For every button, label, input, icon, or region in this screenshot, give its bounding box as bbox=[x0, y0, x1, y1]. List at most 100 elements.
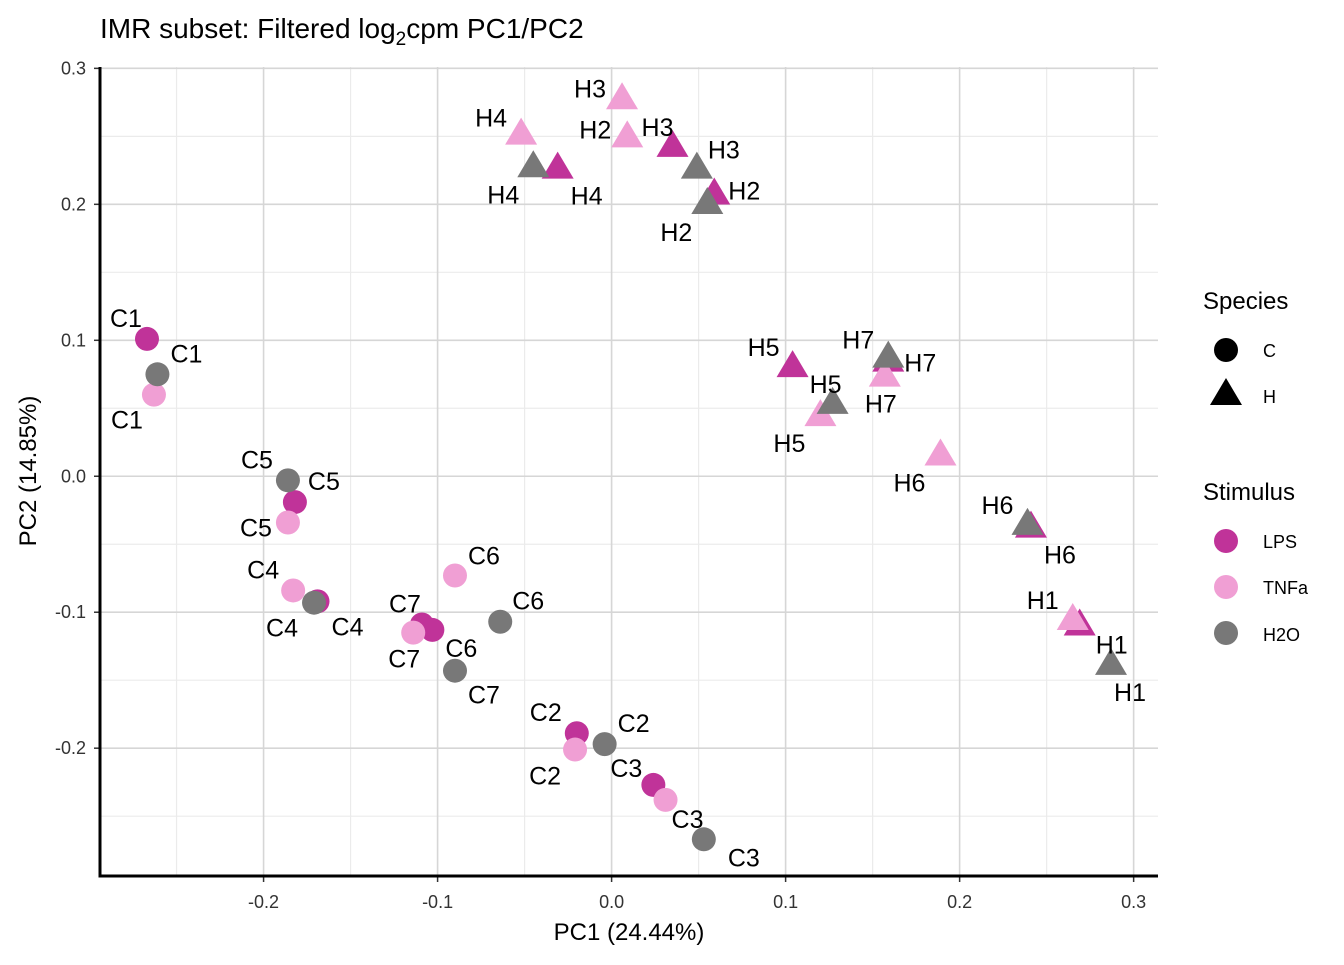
point-c4-h2o bbox=[302, 590, 327, 615]
point-label: C1 bbox=[111, 407, 143, 435]
point-h1-tnfa bbox=[1056, 603, 1089, 631]
point-label: H6 bbox=[1044, 542, 1076, 570]
point-label: C2 bbox=[529, 763, 561, 791]
point-label: C1 bbox=[110, 305, 142, 333]
point-h7-tnfa bbox=[868, 359, 901, 387]
point-h4-h2o bbox=[517, 150, 550, 178]
point-h4-lps bbox=[541, 151, 574, 179]
point-label: H3 bbox=[574, 75, 606, 103]
point-label: H5 bbox=[748, 334, 780, 362]
legend-circle-icon bbox=[1214, 338, 1238, 362]
point-c6-lps bbox=[420, 617, 445, 642]
point-c2-tnfa bbox=[563, 737, 588, 762]
point-label: C6 bbox=[512, 588, 544, 616]
point-c4-tnfa bbox=[281, 578, 306, 603]
legend-species-h: H bbox=[1263, 387, 1276, 407]
point-label: H7 bbox=[842, 327, 874, 355]
point-label: C5 bbox=[240, 514, 272, 542]
point-c5-tnfa bbox=[275, 510, 300, 535]
point-label: C7 bbox=[468, 682, 500, 710]
point-c7-tnfa bbox=[401, 620, 426, 645]
point-h6-tnfa bbox=[924, 438, 957, 466]
point-label: C3 bbox=[728, 844, 760, 872]
legend-lps-swatch bbox=[1214, 529, 1238, 553]
x-tick-label: 0.0 bbox=[599, 892, 624, 912]
point-label: C7 bbox=[389, 590, 421, 618]
x-tick-label: -0.2 bbox=[248, 892, 279, 912]
x-tick-label: 0.2 bbox=[947, 892, 972, 912]
point-c3-tnfa bbox=[653, 787, 678, 812]
point-c1-h2o bbox=[145, 362, 170, 387]
point-c5-h2o bbox=[275, 468, 300, 493]
point-label: H3 bbox=[708, 137, 740, 165]
legend-tnfa-label: TNFa bbox=[1263, 578, 1309, 598]
point-label: C5 bbox=[308, 468, 340, 496]
point-labels: C1 C5 C4 C7 C6 C2 C3 C1 C5 C4 C7 C6 C2 C3 C1 C5 C4 C7 C6 C2… bbox=[110, 75, 1146, 872]
point-label: H4 bbox=[571, 183, 603, 211]
legend-species-title: Species bbox=[1203, 288, 1288, 315]
point-label: C4 bbox=[247, 556, 279, 584]
point-h4-tnfa bbox=[505, 117, 538, 145]
legend-lps-label: LPS bbox=[1263, 532, 1297, 552]
point-c1-lps bbox=[134, 326, 159, 351]
y-tick-label: 0.1 bbox=[61, 330, 86, 350]
point-label: H7 bbox=[904, 350, 936, 378]
point-label: C2 bbox=[530, 699, 562, 727]
legend-h2o-label: H2O bbox=[1263, 625, 1300, 645]
point-label: H6 bbox=[982, 492, 1014, 520]
point-h3-h2o bbox=[680, 151, 713, 179]
point-h3-tnfa bbox=[606, 82, 639, 110]
point-label: C3 bbox=[610, 755, 642, 783]
point-label: C6 bbox=[468, 543, 500, 571]
point-h2-tnfa bbox=[611, 120, 644, 148]
y-tick-label: 0.3 bbox=[61, 58, 86, 78]
y-tick-label: 0.2 bbox=[61, 194, 86, 214]
y-tick-label: -0.2 bbox=[55, 738, 86, 758]
point-label: H5 bbox=[810, 371, 842, 399]
y-tick-label: -0.1 bbox=[55, 602, 86, 622]
grid-lines bbox=[100, 67, 1158, 876]
legend-h2o-swatch bbox=[1214, 621, 1238, 645]
point-label: C6 bbox=[445, 635, 477, 663]
point-c5-lps bbox=[282, 490, 307, 515]
point-label: H1 bbox=[1096, 631, 1128, 659]
data-points bbox=[134, 82, 1128, 852]
point-c7-h2o bbox=[442, 658, 467, 683]
point-label: C5 bbox=[241, 446, 273, 474]
point-label: H7 bbox=[865, 391, 897, 419]
point-h5-h2o bbox=[816, 386, 849, 414]
legend-species: Species C H bbox=[1203, 288, 1288, 407]
point-c6-tnfa bbox=[442, 563, 467, 588]
point-c1-tnfa bbox=[141, 382, 166, 407]
legend-stimulus: Stimulus LPS TNFa H2O bbox=[1203, 479, 1309, 645]
point-label: H2 bbox=[728, 177, 760, 205]
legend-species-c: C bbox=[1263, 341, 1276, 361]
point-label: H5 bbox=[773, 430, 805, 458]
legend-stimulus-title: Stimulus bbox=[1203, 479, 1295, 506]
x-axis-label: PC1 (24.44%) bbox=[554, 919, 705, 946]
point-c3-h2o bbox=[691, 827, 716, 852]
point-label: H6 bbox=[893, 470, 925, 498]
legend-tnfa-swatch bbox=[1214, 575, 1238, 599]
point-h7-h2o bbox=[872, 340, 905, 368]
point-h5-lps bbox=[776, 350, 809, 378]
point-label: H4 bbox=[475, 105, 507, 133]
point-label: H2 bbox=[579, 116, 611, 144]
point-label: C3 bbox=[672, 806, 704, 834]
point-label: H1 bbox=[1114, 679, 1146, 707]
y-axis-label: PC2 (14.85%) bbox=[15, 396, 42, 547]
point-label: H2 bbox=[660, 219, 692, 247]
point-label: H3 bbox=[642, 114, 674, 142]
point-h2-h2o bbox=[691, 186, 724, 214]
x-tick-label: 0.3 bbox=[1121, 892, 1146, 912]
y-tick-label: 0.0 bbox=[61, 466, 86, 486]
point-c6-h2o bbox=[488, 609, 513, 634]
point-label: C1 bbox=[170, 340, 202, 368]
chart-title: IMR subset: Filtered log2cpm PC1/PC2 bbox=[100, 13, 584, 50]
point-label: C7 bbox=[388, 646, 420, 674]
point-c2-h2o bbox=[592, 732, 617, 757]
point-label: C4 bbox=[266, 615, 298, 643]
point-h6-h2o bbox=[1011, 507, 1044, 535]
x-tick-label: 0.1 bbox=[773, 892, 798, 912]
